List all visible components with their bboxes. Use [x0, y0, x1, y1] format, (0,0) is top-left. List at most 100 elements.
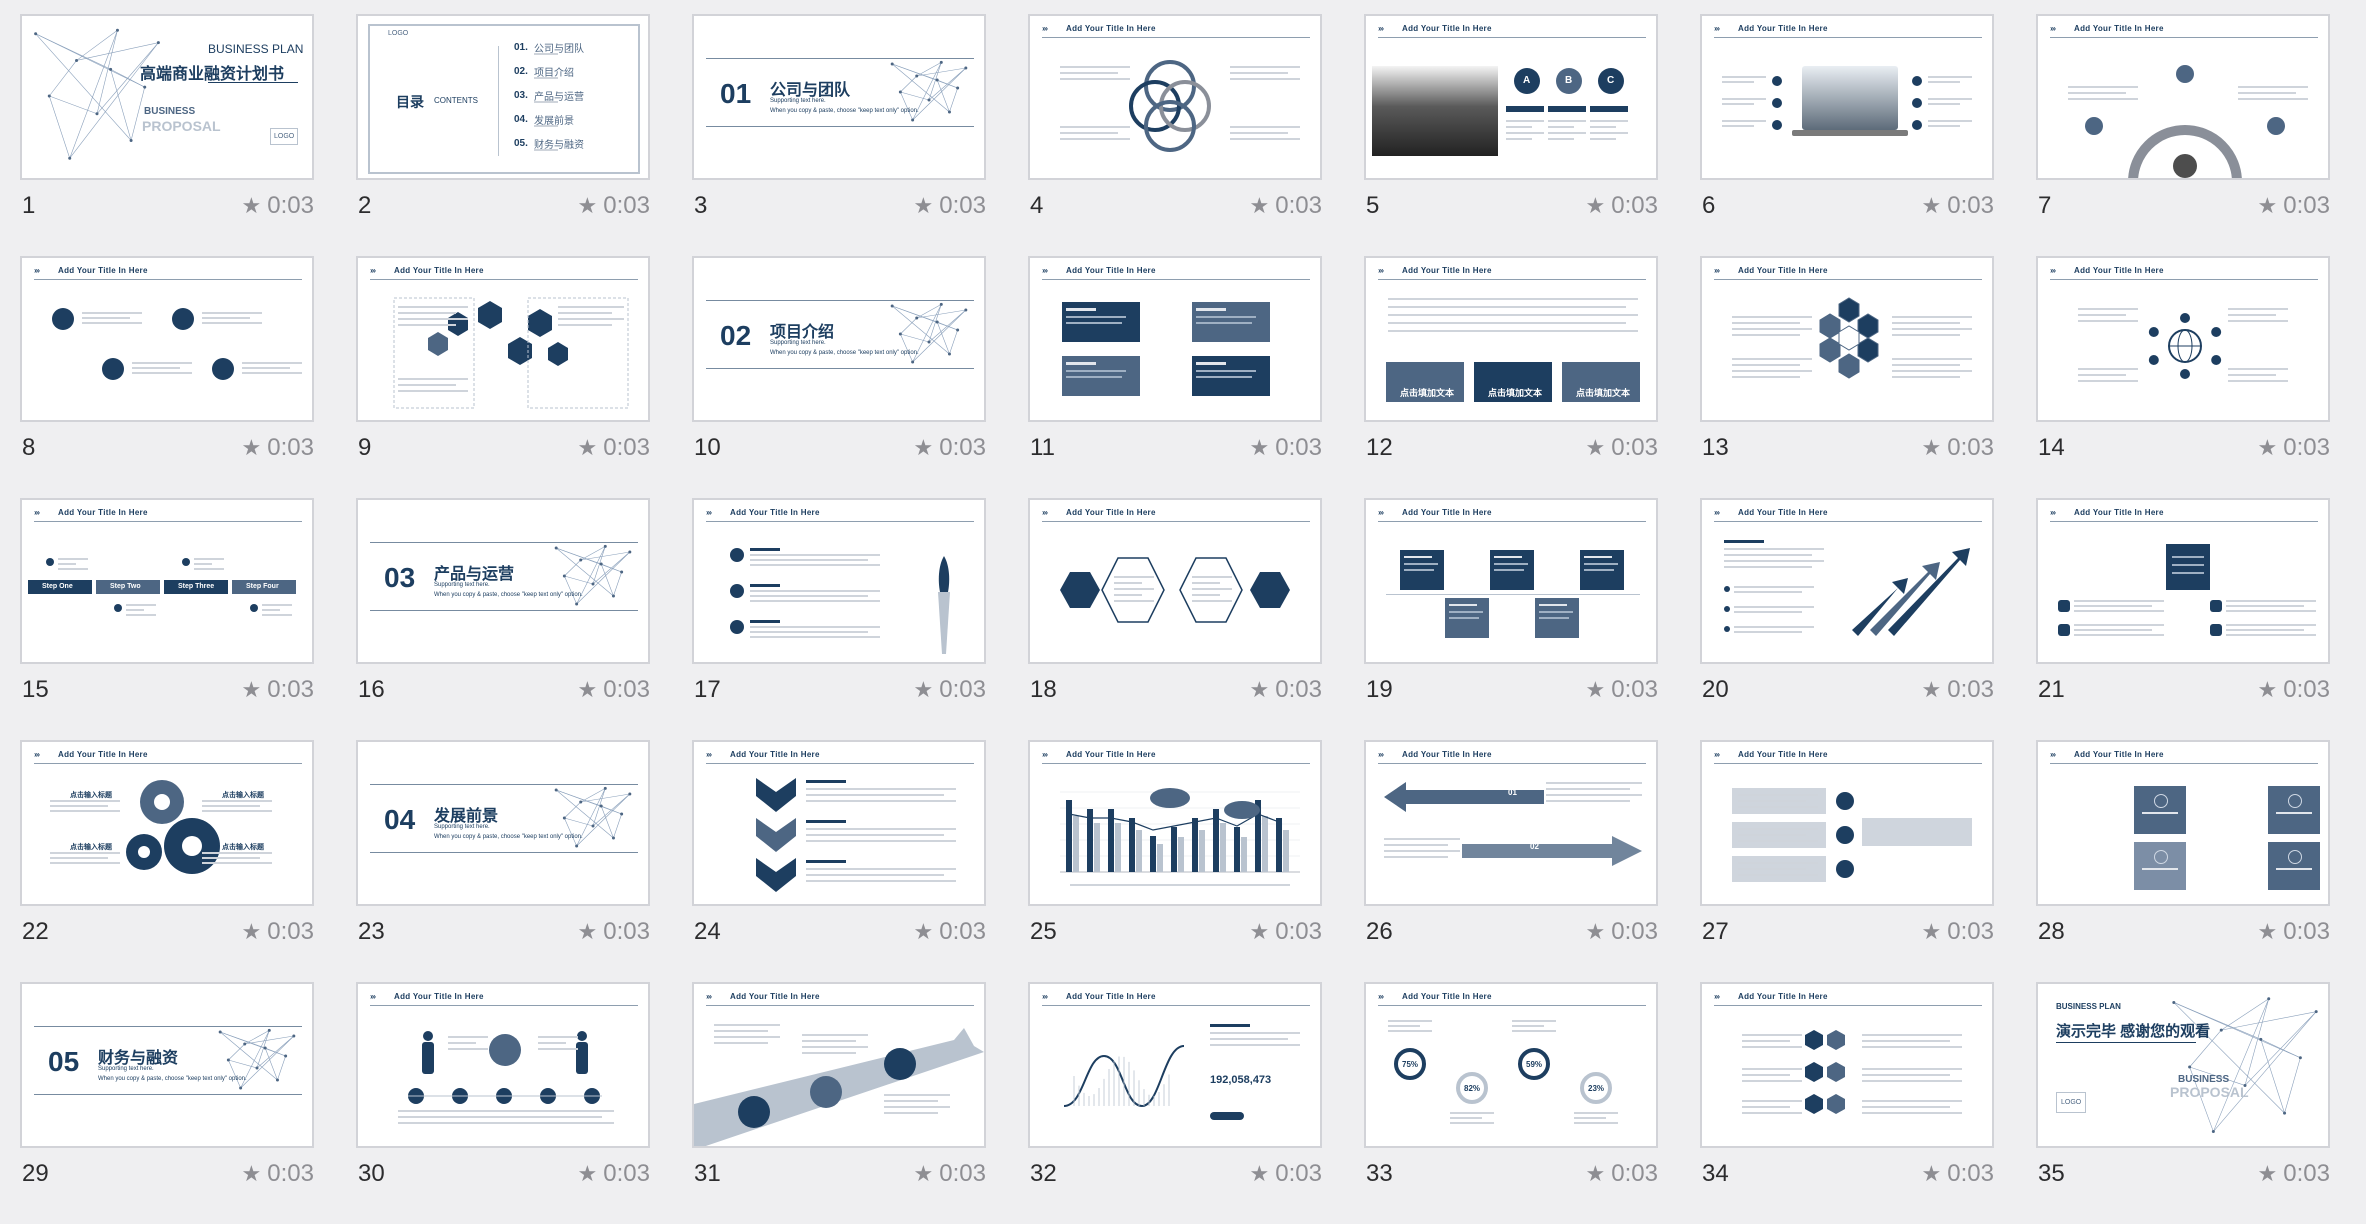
- slide-cell: ››› Add Your Title In Here 14 ★ 0:03: [2036, 256, 2330, 498]
- star-icon: ★: [1921, 1161, 1942, 1186]
- slide-cell: BUSINESS PLAN 演示完毕 感谢您的观看 BUSINESS PROPOSAL…: [2036, 982, 2330, 1224]
- slide-timing[interactable]: ★ 0:03: [578, 1160, 650, 1188]
- slide-timing[interactable]: ★ 0:03: [1250, 676, 1322, 704]
- text-placeholder-line: [58, 563, 76, 565]
- header-rule: [1714, 37, 1982, 38]
- slide-thumbnail[interactable]: ››› Add Your Title In Here: [1028, 498, 1322, 664]
- slide-thumbnail[interactable]: ››› Add Your Title In Here: [692, 982, 986, 1148]
- slide-timing[interactable]: ★ 0:03: [1250, 918, 1322, 946]
- slide-timing[interactable]: ★ 0:03: [242, 192, 314, 220]
- text-placeholder-line: [1724, 548, 1824, 550]
- slide-timing[interactable]: ★ 0:03: [2258, 676, 2330, 704]
- slide-thumbnail[interactable]: ››› Add Your Title In Here 192,058,473: [1028, 982, 1322, 1148]
- slide-thumbnail[interactable]: 04 发展前景 Supporting text here. When you copy…: [356, 740, 650, 906]
- timing-label: 0:03: [2283, 676, 2330, 703]
- slide-thumbnail[interactable]: ››› Add Your Title In Here 75% 82% 59% 23%: [1364, 982, 1658, 1148]
- slide-timing[interactable]: ★ 0:03: [1250, 434, 1322, 462]
- slide-timing[interactable]: ★ 0:03: [1922, 918, 1994, 946]
- section-note: When you copy & paste, choose "keep text…: [98, 1076, 247, 1082]
- slide-thumbnail[interactable]: LOGO 目录 CONTENTS 01. 公司与团队 02. 项目介绍 03. 产品与运营 04.…: [356, 14, 650, 180]
- slide-timing[interactable]: ★ 0:03: [242, 918, 314, 946]
- text-placeholder-line: [398, 312, 456, 314]
- slide-thumbnail[interactable]: ››› Add Your Title In Here: [2036, 498, 2330, 664]
- slide-header-title: Add Your Title In Here: [2074, 508, 2164, 517]
- slide-timing[interactable]: ★ 0:03: [242, 434, 314, 462]
- slide-thumbnail[interactable]: ››› Add Your Title In Here: [2036, 14, 2330, 180]
- timing-label: 0:03: [1947, 918, 1994, 945]
- header-chevrons: ›››: [1714, 508, 1720, 517]
- slide-thumbnail[interactable]: ››› Add Your Title In Here: [1700, 982, 1994, 1148]
- slide-timing[interactable]: ★ 0:03: [1250, 192, 1322, 220]
- slide-thumbnail[interactable]: 02 项目介绍 Supporting text here. When you copy…: [692, 256, 986, 422]
- slide-timing[interactable]: ★ 0:03: [1586, 1160, 1658, 1188]
- slide-thumbnail[interactable]: ››› Add Your Title In Here: [692, 740, 986, 906]
- slide-thumbnail[interactable]: ››› Add Your Title In Here 01 02: [1364, 740, 1658, 906]
- slide-timing[interactable]: ★ 0:03: [914, 1160, 986, 1188]
- slide-thumbnail[interactable]: ››› Add Your Title In Here: [2036, 256, 2330, 422]
- slide-timing[interactable]: ★ 0:03: [914, 918, 986, 946]
- icon-dot: [1912, 120, 1922, 130]
- slide-timing[interactable]: ★ 0:03: [1922, 1160, 1994, 1188]
- slide-timing[interactable]: ★ 0:03: [2258, 918, 2330, 946]
- slide-thumbnail[interactable]: ››› Add Your Title In Here: [1700, 498, 1994, 664]
- slide-timing[interactable]: ★ 0:03: [1922, 192, 1994, 220]
- slide-thumbnail[interactable]: ››› Add Your Title In Here 点击填加文本 点击填加文本 点击填…: [1364, 256, 1658, 422]
- slide-timing[interactable]: ★ 0:03: [914, 192, 986, 220]
- slide-timing[interactable]: ★ 0:03: [1586, 192, 1658, 220]
- slide-thumbnail[interactable]: ››› Add Your Title In Here: [1700, 14, 1994, 180]
- slide-thumbnail[interactable]: ››› Add Your Title In Here: [1028, 740, 1322, 906]
- slide-meta: 23 ★ 0:03: [356, 916, 650, 948]
- timing-label: 0:03: [1275, 192, 1322, 219]
- slide-timing[interactable]: ★ 0:03: [1922, 434, 1994, 462]
- slide-thumbnail[interactable]: ››› Add Your Title In Here: [356, 982, 650, 1148]
- slide-number: 35: [2038, 1160, 2065, 1187]
- info-box-line: [1066, 362, 1096, 365]
- slide-meta: 5 ★ 0:03: [1364, 190, 1658, 222]
- slide-timing[interactable]: ★ 0:03: [578, 192, 650, 220]
- slide-timing[interactable]: ★ 0:03: [578, 676, 650, 704]
- text-placeholder-line: [1742, 1040, 1790, 1042]
- slide-thumbnail[interactable]: ››› Add Your Title In Here: [692, 498, 986, 664]
- slide-cell: ››› Add Your Title In Here 点击填加文本 点击填加文本 点击填…: [1364, 256, 1658, 498]
- slide-thumbnail[interactable]: BUSINESS PLAN 高端商业融资计划书 BUSINESS PROPOSAL LO…: [20, 14, 314, 180]
- slide-number: 11: [1030, 434, 1055, 461]
- section-sub: Supporting text here.: [770, 98, 826, 104]
- slide-thumbnail[interactable]: BUSINESS PLAN 演示完毕 感谢您的观看 BUSINESS PROPOSAL…: [2036, 982, 2330, 1148]
- slide-timing[interactable]: ★ 0:03: [1250, 1160, 1322, 1188]
- slide-thumbnail[interactable]: 01 公司与团队 Supporting text here. When you cop…: [692, 14, 986, 180]
- slide-thumbnail[interactable]: 05 财务与融资 Supporting text here. When you cop…: [20, 982, 314, 1148]
- slide-thumbnail[interactable]: ››› Add Your Title In Here: [1700, 740, 1994, 906]
- slide-thumbnail[interactable]: ››› Add Your Title In Here: [20, 256, 314, 422]
- slide-thumbnail[interactable]: A B C ››› Add Your Title In Here: [1364, 14, 1658, 180]
- slide-timing[interactable]: ★ 0:03: [1586, 918, 1658, 946]
- timing-label: 0:03: [1947, 434, 1994, 461]
- slide-thumbnail[interactable]: ››› Add Your Title In Here: [1364, 498, 1658, 664]
- slide-timing[interactable]: ★ 0:03: [1586, 676, 1658, 704]
- slide-thumbnail[interactable]: ››› Add Your Title In Here Step One Step Tw…: [20, 498, 314, 664]
- slide-timing[interactable]: ★ 0:03: [578, 434, 650, 462]
- slide-thumbnail[interactable]: ››› Add Your Title In Here: [1028, 14, 1322, 180]
- slide-thumbnail[interactable]: ››› Add Your Title In Here: [1028, 256, 1322, 422]
- slide-timing[interactable]: ★ 0:03: [1586, 434, 1658, 462]
- text-placeholder-line: [1724, 560, 1824, 562]
- slide-timing[interactable]: ★ 0:03: [2258, 192, 2330, 220]
- slide-timing[interactable]: ★ 0:03: [914, 434, 986, 462]
- star-icon: ★: [1585, 193, 1606, 218]
- slide-timing[interactable]: ★ 0:03: [242, 676, 314, 704]
- slide-timing[interactable]: ★ 0:03: [2258, 1160, 2330, 1188]
- step-label: Step One: [42, 583, 73, 590]
- slide-timing[interactable]: ★ 0:03: [2258, 434, 2330, 462]
- slide-timing[interactable]: ★ 0:03: [1922, 676, 1994, 704]
- step-icon: [114, 604, 122, 612]
- toc-en: CONTENTS: [434, 96, 478, 105]
- slide-thumbnail[interactable]: ››› Add Your Title In Here: [2036, 740, 2330, 906]
- slide-thumbnail[interactable]: ››› Add Your Title In Here: [1700, 256, 1994, 422]
- slide-thumbnail[interactable]: ››› Add Your Title In Here 点击输入标题 点击输入标题 点击…: [20, 740, 314, 906]
- arrow-num-1: 01: [1508, 788, 1517, 797]
- slide-thumbnail[interactable]: ››› Add Your Title In Here: [356, 256, 650, 422]
- slide-timing[interactable]: ★ 0:03: [578, 918, 650, 946]
- slide-thumbnail[interactable]: 03 产品与运营 Supporting text here. When you cop…: [356, 498, 650, 664]
- slide-timing[interactable]: ★ 0:03: [242, 1160, 314, 1188]
- text-placeholder-line: [750, 559, 868, 561]
- slide-timing[interactable]: ★ 0:03: [914, 676, 986, 704]
